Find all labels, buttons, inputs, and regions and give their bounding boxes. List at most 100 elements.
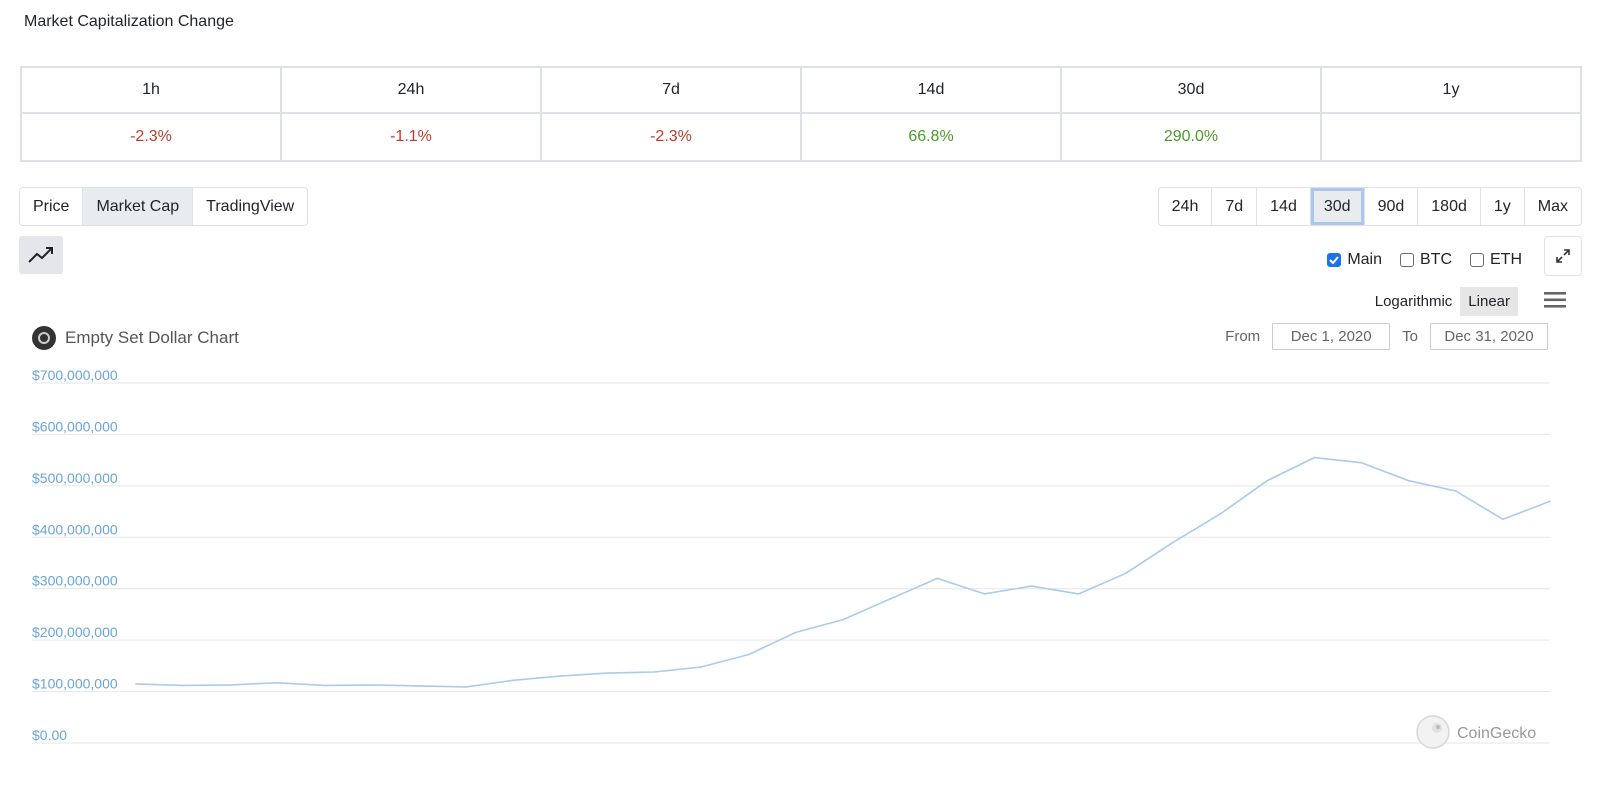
change-table-value-row: -2.3% -1.1% -2.3% 66.8% 290.0% — [20, 112, 1582, 162]
linear-button[interactable]: Linear — [1460, 287, 1518, 316]
data-point[interactable] — [842, 618, 844, 621]
tab-tradingview[interactable]: TradingView — [206, 198, 295, 215]
data-point[interactable] — [983, 593, 986, 595]
btc-toggle[interactable]: BTC — [1400, 251, 1452, 269]
range-30d-button[interactable]: 30d — [1310, 188, 1365, 225]
from-date-input[interactable] — [1272, 323, 1391, 350]
view-tabs: Price Market Cap TradingView — [19, 187, 309, 226]
checkmark-icon — [1329, 256, 1340, 264]
data-point[interactable] — [700, 666, 703, 668]
data-point[interactable] — [653, 671, 656, 673]
change-value-24h: -1.1% — [280, 112, 542, 162]
change-header-30d: 30d — [1060, 66, 1322, 114]
coingecko-gecko-icon — [1416, 715, 1450, 749]
change-table-header-row: 1h 24h 7d 14d 30d 1y — [20, 66, 1582, 114]
change-header-1y: 1y — [1320, 66, 1582, 114]
chart-gridlines — [32, 382, 1550, 744]
data-point[interactable] — [229, 684, 232, 686]
trend-line-icon — [28, 247, 53, 263]
range-14d-button[interactable]: 14d — [1257, 188, 1311, 225]
data-point[interactable] — [1360, 461, 1363, 464]
section-title: Market Capitalization Change — [24, 13, 234, 30]
change-header-24h: 24h — [280, 66, 542, 114]
chart-type-button[interactable] — [19, 236, 63, 274]
data-point[interactable] — [606, 672, 609, 674]
data-point[interactable] — [1407, 479, 1410, 482]
from-label: From — [1225, 328, 1261, 345]
market-cap-series-line[interactable] — [135, 456, 1551, 688]
data-point[interactable] — [559, 675, 561, 677]
data-point[interactable] — [936, 577, 939, 580]
main-label: Main — [1347, 251, 1382, 268]
market-cap-chart: $0.00 $100,000,000 $200,000,000 $300,000,00… — [32, 367, 1551, 749]
data-point[interactable] — [418, 685, 420, 687]
y-tick-label: $0.00 — [32, 727, 67, 743]
main-checkbox[interactable] — [1327, 253, 1342, 267]
market-cap-change-table: 1h 24h 7d 14d 30d 1y -2.3% -1.1% -2.3% 6… — [20, 66, 1582, 162]
data-point[interactable] — [182, 684, 184, 687]
data-point[interactable] — [276, 682, 279, 684]
y-tick-label: $600,000,000 — [32, 418, 118, 434]
eth-toggle[interactable]: ETH — [1470, 251, 1522, 269]
data-point[interactable] — [465, 686, 467, 688]
data-point[interactable] — [747, 653, 750, 656]
chart-series — [135, 456, 1551, 688]
eth-label: ETH — [1490, 251, 1522, 268]
data-point[interactable] — [889, 598, 891, 600]
date-range-inputs: From To — [1225, 323, 1548, 350]
tab-price[interactable]: Price — [20, 188, 84, 225]
change-header-7d: 7d — [540, 66, 802, 114]
change-header-1h: 1h — [20, 66, 282, 114]
change-value-14d: 66.8% — [800, 112, 1062, 162]
data-point[interactable] — [512, 679, 514, 682]
range-180d-button[interactable]: 180d — [1418, 188, 1481, 225]
y-tick-label: $700,000,000 — [32, 367, 118, 383]
y-tick-label: $200,000,000 — [32, 624, 118, 640]
range-max-button[interactable]: Max — [1537, 198, 1568, 215]
data-point[interactable] — [1077, 593, 1080, 595]
change-value-7d: -2.3% — [540, 112, 802, 162]
data-point[interactable] — [1266, 479, 1268, 482]
chart-title-text: Empty Set Dollar Chart — [65, 328, 239, 347]
time-range-tabs: 24h 7d 14d 30d 90d 180d 1y Max — [1157, 187, 1582, 226]
data-point[interactable] — [135, 683, 137, 685]
btc-checkbox[interactable] — [1400, 253, 1414, 267]
data-point[interactable] — [1030, 585, 1033, 587]
tab-market-cap[interactable]: Market Cap — [83, 188, 194, 225]
data-point[interactable] — [1219, 513, 1221, 515]
change-header-14d: 14d — [800, 66, 1062, 114]
change-value-1h: -2.3% — [20, 112, 282, 162]
scale-toggle: Logarithmic Linear — [1367, 287, 1518, 316]
y-axis-ticks: $0.00 $100,000,000 $200,000,000 $300,000,00… — [32, 367, 118, 743]
y-tick-label: $300,000,000 — [32, 573, 118, 589]
data-point[interactable] — [370, 684, 373, 686]
data-point[interactable] — [1454, 490, 1457, 492]
range-24h-button[interactable]: 24h — [1159, 188, 1213, 225]
y-tick-label: $100,000,000 — [32, 676, 118, 692]
range-1y-button[interactable]: 1y — [1481, 188, 1525, 225]
data-point[interactable] — [1549, 500, 1551, 503]
to-date-input[interactable] — [1430, 323, 1548, 350]
data-point[interactable] — [1125, 572, 1127, 575]
y-tick-label: $400,000,000 — [32, 521, 118, 537]
data-point[interactable] — [1172, 541, 1174, 544]
btc-label: BTC — [1420, 251, 1452, 268]
expand-arrows-icon — [1556, 249, 1570, 263]
expand-button[interactable] — [1544, 236, 1582, 276]
y-tick-label: $500,000,000 — [32, 470, 118, 486]
range-7d-button[interactable]: 7d — [1212, 188, 1258, 225]
eth-checkbox[interactable] — [1470, 253, 1484, 267]
data-point[interactable] — [323, 684, 326, 687]
main-toggle[interactable]: Main — [1327, 251, 1382, 269]
data-point[interactable] — [1313, 456, 1316, 459]
change-value-30d: 290.0% — [1060, 112, 1322, 162]
range-90d-button[interactable]: 90d — [1365, 188, 1419, 225]
logarithmic-button[interactable]: Logarithmic — [1374, 293, 1453, 310]
to-label: To — [1402, 328, 1418, 345]
data-point[interactable] — [795, 631, 797, 634]
legend-series-icon[interactable] — [32, 326, 56, 350]
data-point[interactable] — [1502, 518, 1504, 521]
hamburger-menu-icon[interactable] — [1544, 291, 1566, 309]
coingecko-watermark: CoinGecko — [1416, 715, 1536, 749]
coingecko-credit: CoinGecko — [1457, 725, 1536, 742]
